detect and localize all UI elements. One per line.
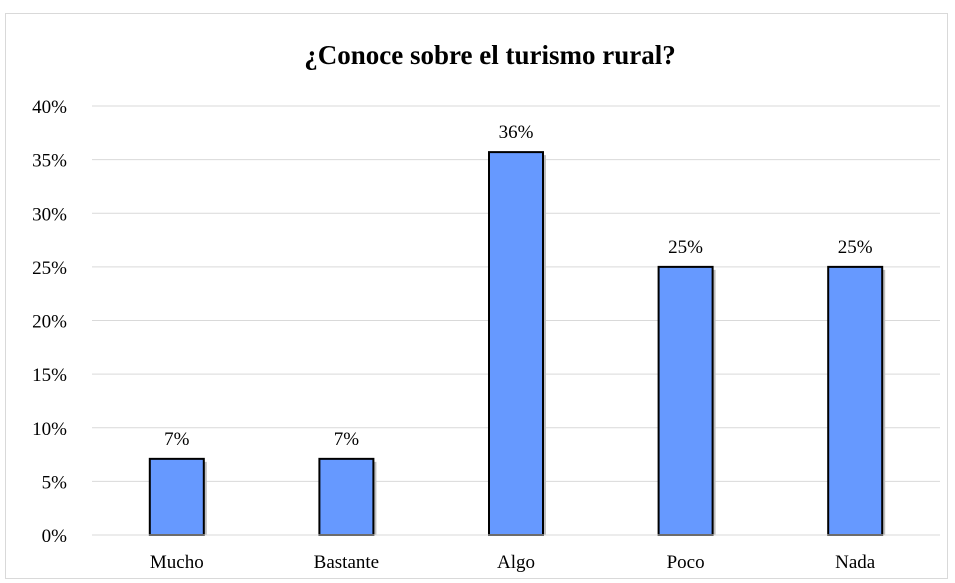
bar-nada: [827, 265, 884, 536]
x-tick-label: Poco: [667, 552, 705, 573]
bar-algo: [488, 151, 544, 536]
y-tick-label: 20%: [32, 312, 67, 333]
data-label: 25%: [838, 237, 873, 258]
chart-title: ¿Conoce sobre el turismo rural?: [304, 40, 675, 70]
x-tick-label: Nada: [835, 552, 876, 573]
bar-mucho: [148, 457, 205, 537]
y-tick-label: 35%: [32, 151, 67, 172]
data-label: 36%: [499, 122, 534, 143]
data-labels: 7% 7% 36% 25% 25%: [164, 122, 873, 450]
data-label: 25%: [668, 237, 703, 258]
y-tick-label: 10%: [32, 419, 67, 440]
x-tick-label: Mucho: [150, 552, 204, 573]
data-label: 7%: [164, 429, 190, 450]
y-axis: 0% 5% 10% 15% 20% 25% 30% 35% 40%: [32, 97, 67, 547]
y-tick-label: 40%: [32, 97, 67, 118]
bar-poco: [657, 265, 714, 536]
y-tick-label: 30%: [32, 204, 67, 225]
x-tick-label: Algo: [497, 552, 535, 573]
y-tick-label: 0%: [42, 526, 68, 547]
x-axis: Mucho Bastante Algo Poco Nada: [92, 534, 940, 573]
y-tick-label: 5%: [42, 472, 68, 493]
data-label: 7%: [334, 429, 360, 450]
y-tick-label: 15%: [32, 365, 67, 386]
x-tick-label: Bastante: [314, 552, 379, 573]
bars: [148, 151, 886, 537]
bar-bastante: [318, 457, 375, 537]
y-tick-label: 25%: [32, 258, 67, 279]
